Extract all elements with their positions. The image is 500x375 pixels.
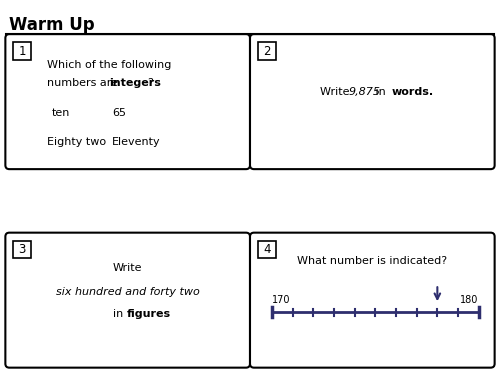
Text: integers: integers — [109, 78, 160, 88]
Text: 170: 170 — [272, 295, 290, 305]
FancyBboxPatch shape — [258, 42, 276, 60]
FancyBboxPatch shape — [250, 34, 494, 169]
FancyBboxPatch shape — [14, 241, 31, 258]
Text: 65: 65 — [112, 108, 126, 118]
Text: ?: ? — [148, 78, 154, 88]
Text: Which of the following: Which of the following — [47, 60, 172, 70]
Text: words.: words. — [391, 87, 434, 97]
Text: Warm Up: Warm Up — [10, 16, 95, 34]
FancyBboxPatch shape — [14, 42, 31, 60]
Text: in: in — [372, 87, 390, 97]
Text: 2: 2 — [263, 45, 270, 57]
FancyBboxPatch shape — [258, 241, 276, 258]
Text: in: in — [113, 309, 126, 319]
Text: ten: ten — [52, 108, 70, 118]
FancyBboxPatch shape — [6, 232, 250, 368]
Text: six hundred and forty two: six hundred and forty two — [56, 287, 200, 297]
FancyBboxPatch shape — [250, 232, 494, 368]
Text: figures: figures — [126, 309, 171, 319]
Text: What number is indicated?: What number is indicated? — [298, 256, 448, 267]
Text: 4: 4 — [263, 243, 270, 256]
FancyBboxPatch shape — [6, 34, 250, 169]
Text: Write: Write — [113, 263, 142, 273]
Text: 3: 3 — [18, 243, 26, 256]
Text: Eleventy: Eleventy — [112, 137, 160, 147]
Text: 9,875: 9,875 — [348, 87, 380, 97]
Text: Write: Write — [320, 87, 352, 97]
Text: Eighty two: Eighty two — [47, 137, 106, 147]
Text: .: . — [164, 309, 168, 319]
Text: 1: 1 — [18, 45, 26, 57]
Text: numbers are: numbers are — [47, 78, 122, 88]
Text: 180: 180 — [460, 295, 478, 305]
